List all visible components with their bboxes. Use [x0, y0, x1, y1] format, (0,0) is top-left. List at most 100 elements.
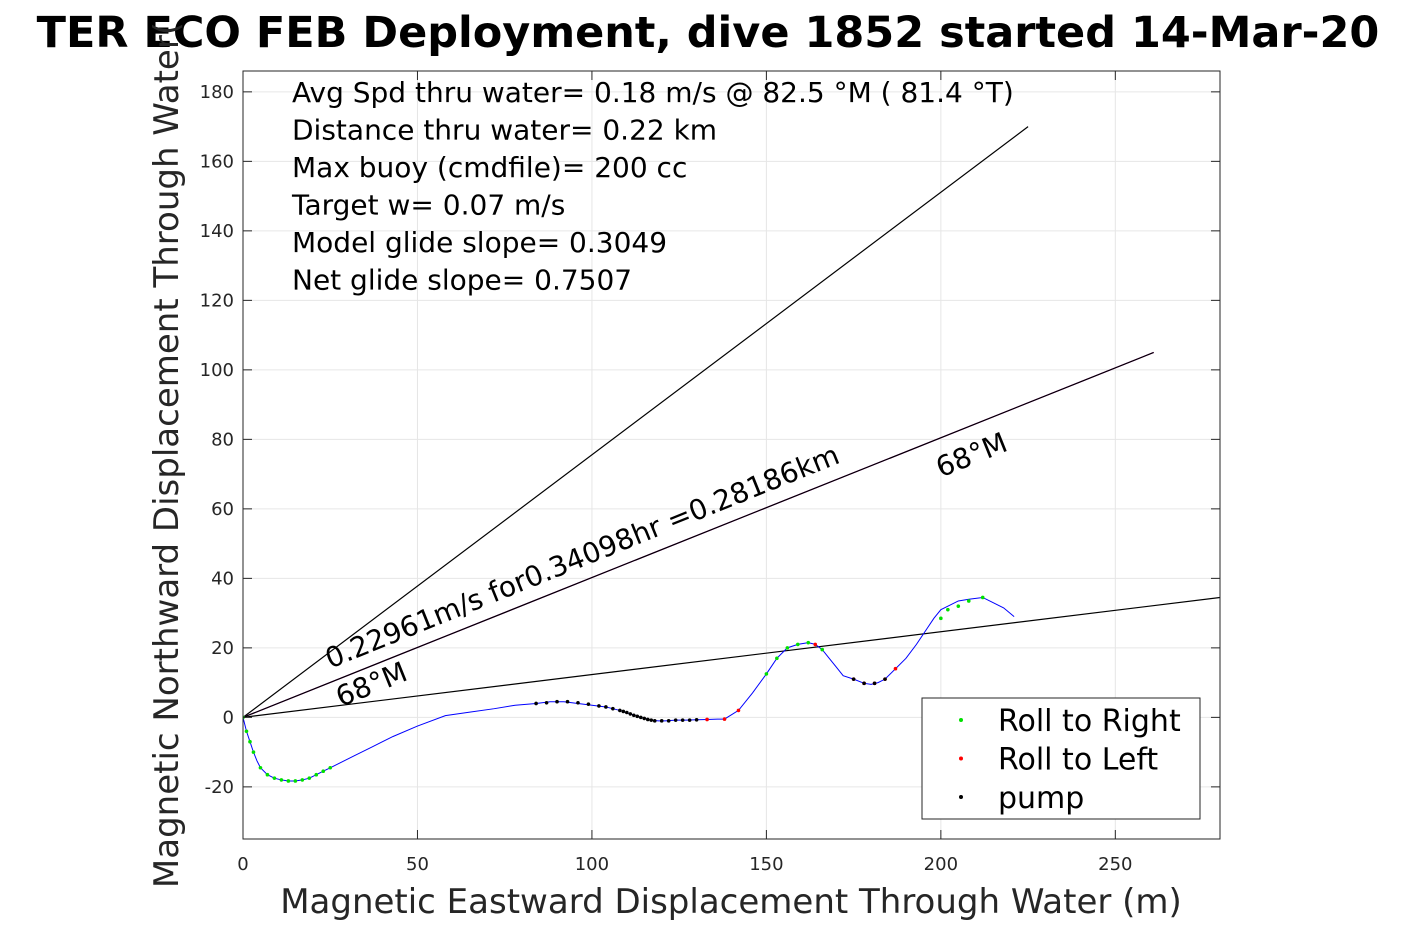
point-roll-to-right	[980, 595, 985, 600]
point-pump	[638, 715, 643, 720]
data-series	[243, 595, 1015, 783]
point-roll-to-right	[328, 765, 333, 770]
point-pump	[586, 702, 591, 706]
axes-frame	[242, 70, 1221, 840]
y-tick-label: 20	[211, 638, 234, 659]
point-pump	[687, 718, 692, 722]
info-text-block: Avg Spd thru water= 0.18 m/s @ 82.5 °M (…	[291, 76, 1014, 297]
point-pump	[635, 714, 640, 719]
y-tick-label: 180	[200, 82, 234, 103]
point-roll-to-right	[272, 776, 277, 780]
point-roll-to-right	[307, 776, 312, 780]
info-line: Target w= 0.07 m/s	[291, 189, 565, 222]
point-pump	[597, 704, 601, 708]
point-roll-to-right	[775, 656, 779, 661]
point-pump	[659, 719, 664, 723]
point-roll-to-right	[764, 672, 769, 676]
info-line: Avg Spd thru water= 0.18 m/s @ 82.5 °M (…	[292, 76, 1014, 109]
point-roll-to-right	[293, 779, 298, 783]
legend-label: Roll to Left	[998, 743, 1158, 778]
reference-line	[243, 126, 1029, 718]
y-tick-label: 160	[200, 151, 234, 172]
y-tick-label: 80	[211, 429, 234, 450]
legend-box	[921, 697, 1201, 820]
point-pump	[652, 719, 657, 723]
x-tick-label: 50	[406, 854, 429, 875]
point-roll-to-right	[265, 772, 270, 777]
point-pump	[673, 718, 678, 722]
axis-ticks: 0 50 100 150 200 250 -20 0 20 40 60 80 100 120 140 160 1…	[200, 71, 1220, 875]
x-tick-label: 100	[575, 854, 609, 875]
y-tick-label: 0	[223, 707, 234, 728]
point-roll-to-right	[248, 739, 252, 744]
x-tick-label: 200	[924, 854, 958, 875]
legend-marker	[959, 756, 963, 761]
point-roll-to-right	[321, 769, 326, 774]
point-pump	[565, 699, 570, 704]
info-line: Max buoy (cmdfile)= 200 cc	[292, 151, 687, 184]
x-tick-label: 0	[237, 854, 248, 875]
point-roll-to-left	[705, 717, 709, 722]
point-pump	[555, 699, 559, 704]
point-pump	[604, 705, 608, 709]
point-roll-to-left	[813, 642, 818, 647]
point-pump	[544, 700, 549, 705]
point-roll-to-right	[966, 599, 971, 603]
grid-lines	[242, 71, 1220, 839]
point-pump	[534, 701, 538, 706]
point-roll-to-right	[806, 640, 811, 645]
reference-lines	[243, 126, 1220, 718]
point-pump	[666, 719, 671, 723]
point-roll-to-left	[722, 717, 727, 721]
point-roll-to-right	[939, 616, 943, 621]
legend-label: Roll to Right	[998, 704, 1181, 739]
point-roll-to-left	[893, 666, 898, 671]
y-tick-label: -20	[205, 777, 234, 798]
point-pump	[611, 706, 615, 711]
point-pump	[680, 718, 685, 722]
point-pump	[632, 713, 636, 718]
point-roll-to-right	[314, 772, 319, 777]
info-line: Net glide slope= 0.7507	[292, 264, 632, 297]
point-roll-to-right	[300, 778, 305, 782]
point-pump	[621, 709, 626, 714]
reference-line	[243, 596, 1220, 718]
point-pump	[851, 677, 856, 681]
point-pump	[862, 681, 866, 686]
y-tick-label: 140	[200, 221, 234, 242]
point-roll-to-right	[956, 604, 961, 608]
point-pump	[628, 712, 633, 716]
point-pump	[872, 681, 877, 686]
reference-line	[243, 351, 1154, 718]
legend-marker	[959, 718, 963, 722]
point-roll-to-right	[258, 765, 263, 770]
info-line: Distance thru water= 0.22 km	[292, 114, 717, 147]
point-roll-to-right	[795, 642, 800, 647]
point-roll-to-right	[279, 778, 284, 782]
chart-title: TER ECO FEB Deployment, dive 1852 starte…	[37, 8, 1380, 58]
point-pump	[618, 708, 622, 713]
point-roll-to-right	[946, 607, 950, 612]
y-tick-label: 100	[200, 360, 234, 381]
point-roll-to-left	[736, 708, 741, 713]
point-pump	[645, 717, 650, 722]
point-pump	[642, 716, 647, 721]
y-axis-label: Magnetic Northward Displacement Through …	[147, 22, 187, 888]
point-roll-to-right	[244, 729, 249, 734]
point-pump	[625, 710, 629, 715]
y-tick-label: 40	[211, 568, 234, 589]
legend-marker	[959, 795, 963, 799]
point-pump	[649, 718, 654, 722]
point-roll-to-right	[820, 647, 825, 652]
info-line: Model glide slope= 0.3049	[292, 226, 667, 259]
point-pump	[883, 677, 887, 681]
x-axis-label: Magnetic Eastward Displacement Through W…	[280, 882, 1182, 922]
x-tick-label: 250	[1098, 854, 1132, 875]
y-tick-label: 60	[211, 499, 234, 520]
point-roll-to-right	[251, 750, 256, 754]
legend-label: pump	[998, 781, 1084, 816]
y-tick-label: 120	[200, 290, 234, 311]
point-roll-to-right	[286, 779, 291, 783]
